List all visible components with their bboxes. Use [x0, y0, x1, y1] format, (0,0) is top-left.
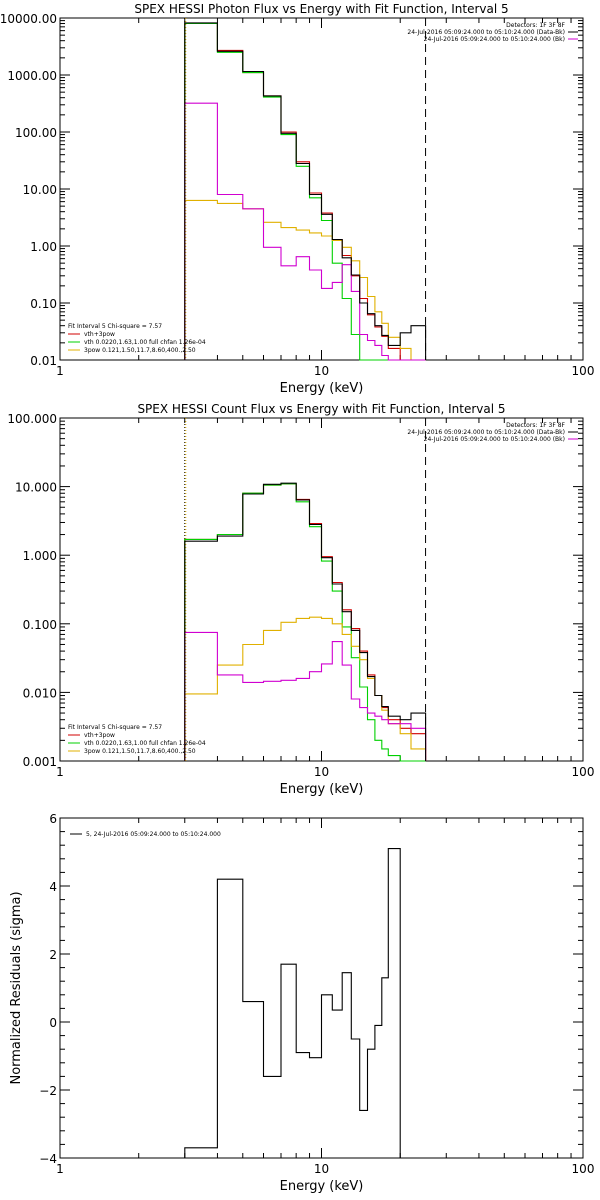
x-tick-label: 100	[572, 765, 595, 779]
series-line-3	[184, 199, 426, 361]
x-axis-label: Energy (keV)	[280, 381, 364, 396]
legend-text: Detectors: 1F 3F 8F	[506, 22, 565, 29]
fit-legend-text: 3pow 0.121,1.50,11.7,8.60,400.,2.50	[84, 748, 196, 755]
plot-frame	[59, 417, 584, 762]
y-tick-label: 0	[49, 1016, 57, 1030]
series-line-4	[184, 102, 426, 361]
y-tick-label: 0.10	[30, 297, 57, 311]
y-tick-label: 1.00	[30, 240, 57, 254]
fit-legend-text: vth 0.0220,1.63,1.00 full chfan 1.26e-04	[84, 740, 206, 747]
legend-text: 5, 24-Jul-2016 05:09:24.000 to 05:10:24.…	[86, 831, 221, 838]
chart-panel-3: 1 10 100 −4 −2 0 2 4 6 Energy (keV) Normalized Res…	[9, 812, 594, 1194]
y-tick-label: 2	[49, 948, 57, 962]
series-line-1	[184, 848, 426, 1159]
y-tick-label: 0.001	[23, 755, 57, 769]
y-tick-label: 4	[49, 880, 57, 894]
y-tick-label: −4	[39, 1152, 57, 1166]
series-line-1	[184, 22, 426, 361]
series-line-1	[184, 483, 427, 761]
fit-legend-text: 3pow 0.121,1.50,11.7,8.60,400.,2.50	[84, 347, 196, 354]
y-tick-label: 6	[49, 812, 57, 826]
x-tick-label: 10	[314, 364, 329, 378]
series-line-5	[184, 22, 427, 360]
chart-title: SPEX HESSI Count Flux vs Energy with Fit…	[137, 402, 505, 416]
fit-legend-text: vth+3pow	[84, 331, 115, 338]
x-tick-label: 1	[56, 1162, 64, 1176]
x-axis-label: Energy (keV)	[280, 1179, 364, 1194]
series-line-2	[184, 483, 426, 762]
legend-text: Detectors: 1F 3F 8F	[506, 422, 565, 429]
fit-legend-text: Fit Interval 5 Chi-square = 7.57	[68, 724, 162, 731]
y-tick-label: 0.010	[23, 686, 57, 700]
series-line-5	[184, 482, 427, 761]
legend-text: 24-Jul-2016 05:09:24.000 to 05:10:24.000…	[407, 29, 565, 36]
y-axis-label: Normalized Residuals (sigma)	[9, 891, 24, 1084]
series-line-2	[184, 22, 426, 361]
x-tick-label: 10	[314, 1162, 329, 1176]
x-axis-label: Energy (keV)	[280, 782, 364, 797]
series-line-4	[184, 631, 427, 761]
chart-panel-2: SPEX HESSI Count Flux vs Energy with Fit…	[7, 402, 594, 797]
y-tick-label: 0.01	[30, 354, 57, 368]
plot-frame	[59, 17, 584, 361]
chart-panel-1: SPEX HESSI Photon Flux vs Energy with Fi…	[0, 2, 594, 396]
y-tick-label: 1000.00	[7, 69, 57, 83]
legend-text: 24-Jul-2016 05:09:24.000 to 05:10:24.000…	[424, 436, 565, 443]
fit-legend-text: vth+3pow	[84, 732, 115, 739]
plot-frame	[59, 817, 584, 1159]
series-line-3	[184, 616, 427, 761]
y-tick-label: 0.100	[23, 618, 57, 632]
y-tick-label: 100.000	[7, 412, 57, 426]
y-tick-label: 10.000	[15, 481, 57, 495]
x-tick-label: 10	[314, 765, 329, 779]
x-tick-label: 1	[56, 364, 64, 378]
legend-text: 24-Jul-2016 05:09:24.000 to 05:10:24.000…	[424, 36, 565, 43]
y-tick-label: 10.00	[23, 183, 57, 197]
y-tick-label: 100.00	[15, 126, 57, 140]
x-tick-label: 100	[572, 364, 595, 378]
fit-legend-text: Fit Interval 5 Chi-square = 7.57	[68, 323, 162, 330]
y-tick-label: 10000.00	[0, 12, 57, 26]
x-tick-label: 1	[56, 765, 64, 779]
y-tick-label: −2	[39, 1084, 57, 1098]
x-tick-label: 100	[572, 1162, 595, 1176]
fit-legend-text: vth 0.0220,1.63,1.00 full chfan 1.26e-04	[84, 339, 206, 346]
chart-title: SPEX HESSI Photon Flux vs Energy with Fi…	[134, 2, 508, 16]
y-tick-label: 1.000	[23, 549, 57, 563]
legend-text: 24-Jul-2016 05:09:24.000 to 05:10:24.000…	[407, 429, 565, 436]
